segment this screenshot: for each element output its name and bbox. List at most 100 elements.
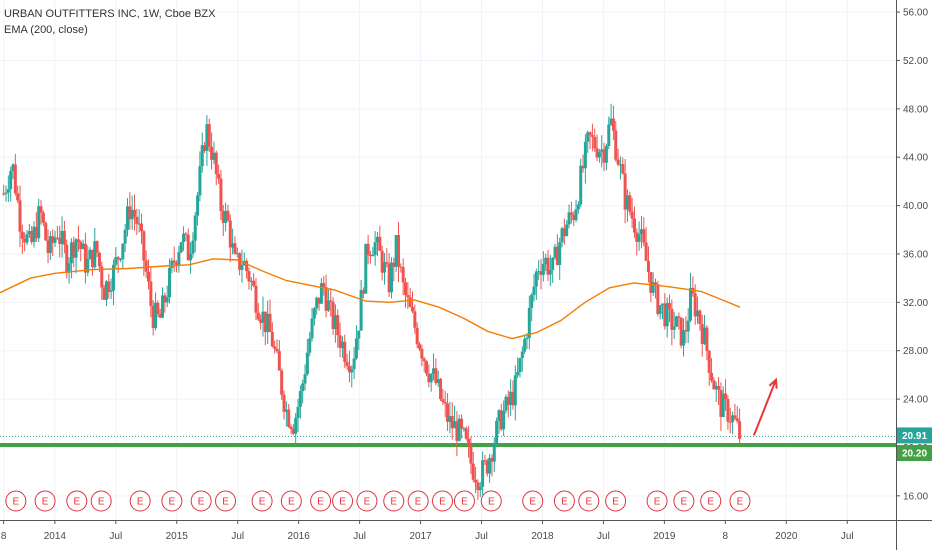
candle-body xyxy=(646,260,650,273)
x-tick-label: Jul xyxy=(353,531,366,542)
earnings-marker-label: E xyxy=(98,497,105,508)
candle-body xyxy=(523,338,527,352)
candle-body xyxy=(576,204,580,210)
candle-body xyxy=(203,145,207,151)
candle-body xyxy=(282,394,286,412)
earnings-marker[interactable] xyxy=(332,490,354,512)
candle-body xyxy=(137,223,141,225)
candle-body xyxy=(707,350,711,373)
earnings-marker[interactable] xyxy=(578,490,600,512)
candle-body xyxy=(62,230,66,245)
candle-body xyxy=(698,310,702,324)
candle-body xyxy=(380,250,384,273)
earnings-marker[interactable] xyxy=(522,490,544,512)
y-tick-label: 40.00 xyxy=(903,201,928,212)
candle-body xyxy=(420,348,424,359)
earnings-marker-label: E xyxy=(42,497,49,508)
earnings-marker[interactable] xyxy=(129,490,151,512)
candle-body xyxy=(672,326,676,330)
earnings-marker[interactable] xyxy=(280,490,302,512)
earnings-marker[interactable] xyxy=(356,490,378,512)
x-tick-label: 2015 xyxy=(166,531,189,542)
candle-body xyxy=(308,338,312,353)
candle-body xyxy=(544,257,548,265)
earnings-marker[interactable] xyxy=(34,490,56,512)
candle-body xyxy=(177,252,181,265)
candle-body xyxy=(625,195,629,210)
candle-body xyxy=(18,200,22,232)
candle-body xyxy=(705,327,709,351)
candle-body xyxy=(492,443,496,462)
earnings-marker[interactable] xyxy=(5,490,27,512)
earnings-marker[interactable] xyxy=(310,490,332,512)
candle-body xyxy=(219,178,223,212)
candle-body xyxy=(212,152,216,160)
candle-body xyxy=(518,358,522,372)
earnings-marker[interactable] xyxy=(383,490,405,512)
candle-body xyxy=(259,319,263,323)
candle-body xyxy=(462,428,466,430)
earnings-marker[interactable] xyxy=(251,490,273,512)
candle-body xyxy=(30,231,34,243)
candle-body xyxy=(111,264,115,291)
candle-body xyxy=(614,130,618,160)
y-tick-label: 24.00 xyxy=(903,395,928,406)
earnings-marker[interactable] xyxy=(66,490,88,512)
earnings-marker-label: E xyxy=(439,497,446,508)
earnings-marker-label: E xyxy=(461,497,468,508)
candle-body xyxy=(392,262,396,267)
earnings-marker[interactable] xyxy=(432,490,454,512)
x-tick-label: 8 xyxy=(723,531,729,542)
candle-body xyxy=(474,479,478,483)
price-axis-label-bg xyxy=(897,427,932,444)
candle-body xyxy=(668,303,672,309)
earnings-marker[interactable] xyxy=(407,490,429,512)
candle-body xyxy=(319,283,323,304)
candle-body xyxy=(214,152,218,175)
candle-body xyxy=(574,209,578,221)
candle-body xyxy=(413,311,417,328)
x-tick-label: 2020 xyxy=(775,531,798,542)
y-tick-label: 16.00 xyxy=(903,491,928,502)
candle-body xyxy=(382,262,386,273)
candle-body xyxy=(144,260,148,272)
earnings-marker[interactable] xyxy=(90,490,112,512)
earnings-marker[interactable] xyxy=(729,490,751,512)
earnings-marker[interactable] xyxy=(605,490,627,512)
candle-body xyxy=(572,214,576,221)
candle-body xyxy=(675,316,679,327)
candle-body xyxy=(495,420,499,444)
candle-body xyxy=(284,409,288,412)
candle-body xyxy=(249,280,253,282)
earnings-marker[interactable] xyxy=(646,490,668,512)
candle-body xyxy=(55,237,59,239)
earnings-marker[interactable] xyxy=(190,490,212,512)
candle-body xyxy=(207,124,211,147)
candle-body xyxy=(27,231,31,235)
earnings-marker[interactable] xyxy=(480,490,502,512)
earnings-marker[interactable] xyxy=(215,490,237,512)
y-tick-label: 56.00 xyxy=(903,8,928,19)
earnings-marker[interactable] xyxy=(161,490,183,512)
candle-body xyxy=(338,335,342,349)
candle-body xyxy=(425,361,429,374)
candle-body xyxy=(532,286,536,295)
earnings-marker[interactable] xyxy=(673,490,695,512)
candle-body xyxy=(289,426,293,430)
candle-body xyxy=(301,383,305,392)
y-tick-label: 36.00 xyxy=(903,249,928,260)
x-tick-label: 2018 xyxy=(531,531,554,542)
candle-body xyxy=(448,415,452,422)
candle-body xyxy=(607,124,611,147)
earnings-marker[interactable] xyxy=(553,490,575,512)
earnings-marker[interactable] xyxy=(453,490,475,512)
earnings-marker[interactable] xyxy=(700,490,722,512)
earnings-marker-label: E xyxy=(73,497,80,508)
candle-body xyxy=(569,212,573,215)
annotation-arrow[interactable] xyxy=(753,379,777,436)
candle-body xyxy=(728,421,732,423)
candle-body xyxy=(76,239,80,243)
candle-body xyxy=(158,313,162,318)
earnings-marker-label: E xyxy=(488,497,495,508)
